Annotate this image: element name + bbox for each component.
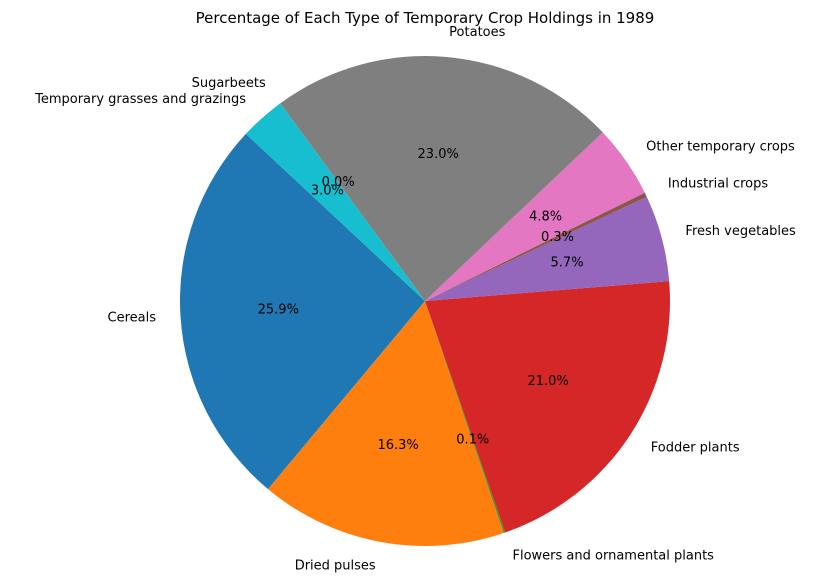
label-sugarbeets: Sugarbeets [192,76,266,91]
pie-slices [179,55,670,546]
label-cereals: Cereals [108,310,157,325]
pct-fresh-vegetables: 5.7% [551,256,584,271]
label-other-temporary-crops: Other temporary crops [646,139,795,154]
pct-flowers-and-ornamental-plants: 0.1% [456,433,489,448]
pct-potatoes: 23.0% [418,147,459,162]
slice-dried-pulses [267,301,504,546]
slice-cereals [179,133,425,490]
label-fodder-plants: Fodder plants [651,441,740,456]
label-industrial-crops: Industrial crops [668,177,769,192]
slice-fodder-plants [425,281,670,533]
pct-cereals: 25.9% [258,303,299,318]
slice-temporary-grasses-and-grazings [245,103,425,301]
pct-other-temporary-crops: 4.8% [529,209,562,224]
label-dried-pulses: Dried pulses [295,558,376,573]
pct-industrial-crops: 0.3% [541,230,574,245]
slice-fresh-vegetables [425,196,670,301]
pct-temporary-grasses-and-grazings: 3.0% [311,184,344,199]
label-potatoes: Potatoes [449,25,505,40]
pct-fodder-plants: 21.0% [527,374,568,389]
label-fresh-vegetables: Fresh vegetables [685,224,796,239]
label-temporary-grasses-and-grazings: Temporary grasses and grazings [34,92,246,107]
slice-labels: Cereals Dried pulses Flowers and ornamenta… [34,25,796,573]
chart-title: Percentage of Each Type of Temporary Cro… [196,9,655,27]
label-flowers-and-ornamental-plants: Flowers and ornamental plants [513,548,715,563]
slice-industrial-crops [425,192,647,301]
slice-other-temporary-crops [425,132,645,301]
pct-sugarbeets: 0.0% [322,175,355,190]
slice-percent-labels: 25.9% 16.3% 0.1% 21.0% 5.7% 0.3% 4.8% 23.0% 0.0%… [258,147,584,453]
pct-dried-pulses: 16.3% [377,438,418,453]
slice-potatoes [280,55,603,302]
slice-flowers-and-ornamental-plants [425,301,506,533]
